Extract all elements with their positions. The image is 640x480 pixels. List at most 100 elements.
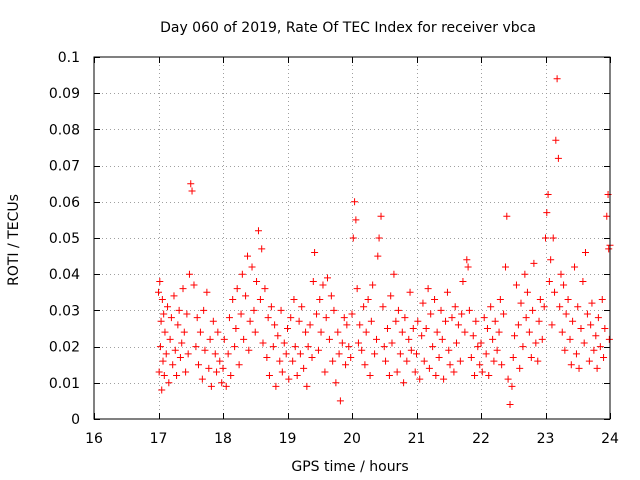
data-point	[605, 245, 613, 253]
data-point	[603, 212, 611, 220]
data-point	[224, 350, 232, 358]
data-point	[170, 292, 178, 300]
data-point	[348, 310, 356, 318]
data-point	[361, 361, 369, 369]
data-point	[277, 306, 285, 314]
data-point	[577, 325, 585, 332]
y-axis-label: ROTI / TECUs	[6, 194, 22, 286]
data-point	[472, 317, 480, 325]
y-tick-label: 0.1	[58, 50, 80, 66]
data-point	[157, 317, 165, 325]
data-point	[422, 325, 430, 332]
data-point	[347, 353, 355, 361]
data-point	[295, 317, 303, 325]
data-point	[544, 191, 552, 199]
data-point	[579, 277, 587, 285]
data-point	[373, 335, 381, 343]
data-point	[330, 306, 338, 314]
data-point	[206, 335, 214, 343]
data-point	[454, 321, 462, 329]
data-point	[467, 353, 475, 361]
data-point	[271, 321, 279, 329]
data-point	[264, 314, 272, 322]
data-point	[351, 198, 359, 206]
data-point	[432, 372, 440, 380]
data-point	[489, 335, 497, 343]
data-point	[367, 317, 375, 325]
y-tick-label: 0.03	[49, 303, 80, 319]
data-point	[192, 343, 200, 351]
data-point	[222, 382, 230, 390]
data-point	[560, 281, 568, 289]
data-point	[543, 209, 551, 217]
data-point	[547, 256, 555, 264]
data-point	[198, 375, 206, 383]
data-point	[393, 368, 401, 376]
y-tick-label: 0.07	[49, 159, 80, 175]
data-point	[433, 328, 441, 336]
data-point	[256, 296, 264, 304]
data-points	[155, 75, 614, 409]
data-point	[353, 285, 361, 293]
data-point	[352, 216, 360, 224]
data-point	[302, 328, 310, 336]
data-point	[167, 314, 175, 322]
data-point	[553, 75, 561, 83]
data-point	[231, 343, 239, 351]
data-point	[575, 364, 583, 372]
data-point	[284, 325, 291, 332]
data-point	[246, 317, 254, 325]
data-point	[498, 361, 506, 369]
data-point	[375, 234, 383, 242]
data-point	[388, 339, 396, 347]
data-point	[522, 314, 530, 322]
data-point	[188, 187, 196, 195]
data-point	[158, 386, 166, 394]
data-point	[290, 296, 298, 304]
data-point	[450, 368, 458, 376]
data-point	[514, 321, 522, 329]
data-point	[512, 281, 520, 289]
data-point	[491, 317, 499, 325]
data-point	[232, 325, 240, 332]
data-point	[317, 328, 325, 336]
data-point	[282, 350, 290, 358]
data-point	[165, 379, 173, 387]
data-point	[321, 368, 329, 376]
data-point	[387, 292, 395, 300]
data-point	[383, 325, 391, 332]
data-point	[442, 317, 450, 325]
x-tick-label: 17	[150, 431, 168, 447]
data-point	[557, 270, 565, 278]
data-point	[480, 314, 488, 322]
data-point	[569, 317, 577, 325]
data-point	[250, 306, 258, 314]
data-point	[187, 180, 195, 188]
data-point	[196, 328, 204, 336]
data-point	[219, 364, 227, 372]
data-point	[158, 296, 166, 304]
data-point	[156, 277, 164, 285]
data-point	[461, 328, 469, 336]
data-point	[296, 350, 304, 358]
x-tick-label: 24	[601, 431, 619, 447]
data-point	[419, 299, 427, 307]
data-point	[237, 310, 245, 318]
data-point	[278, 368, 286, 376]
data-point	[293, 372, 301, 380]
data-point	[527, 353, 535, 361]
data-point	[175, 306, 183, 314]
data-point	[176, 353, 184, 361]
data-point	[594, 314, 602, 322]
data-point	[506, 401, 514, 409]
data-point	[342, 361, 350, 369]
data-point	[567, 361, 575, 369]
data-point	[338, 339, 346, 347]
data-point	[304, 343, 312, 351]
data-point	[478, 368, 486, 376]
data-point	[474, 343, 482, 351]
data-point	[605, 335, 613, 343]
data-point	[458, 310, 466, 318]
data-point	[364, 296, 372, 304]
data-point	[276, 357, 284, 365]
